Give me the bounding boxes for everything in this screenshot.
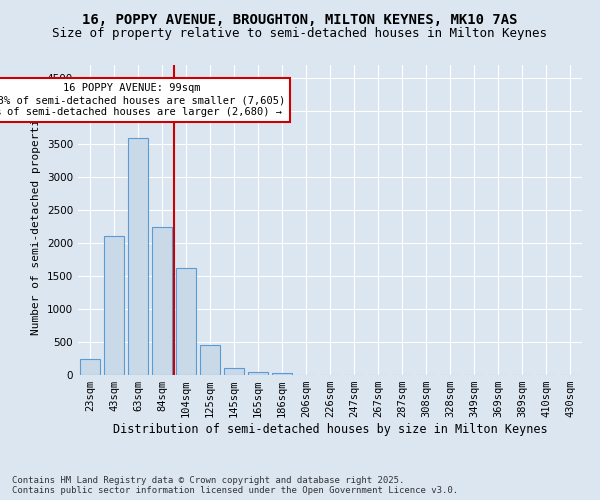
Bar bbox=[80, 358, 100, 375]
Y-axis label: Number of semi-detached properties: Number of semi-detached properties bbox=[31, 106, 41, 335]
Text: Contains public sector information licensed under the Open Government Licence v3: Contains public sector information licen… bbox=[12, 486, 458, 495]
Text: Size of property relative to semi-detached houses in Milton Keynes: Size of property relative to semi-detach… bbox=[53, 28, 548, 40]
X-axis label: Distribution of semi-detached houses by size in Milton Keynes: Distribution of semi-detached houses by … bbox=[113, 423, 547, 436]
Bar bbox=[128, 138, 148, 375]
Bar bbox=[224, 368, 244, 375]
Bar bbox=[176, 268, 196, 375]
Bar bbox=[104, 236, 124, 375]
Bar bbox=[272, 373, 292, 375]
Bar bbox=[200, 346, 220, 375]
Bar bbox=[152, 226, 172, 375]
Bar bbox=[248, 372, 268, 375]
Text: 16, POPPY AVENUE, BROUGHTON, MILTON KEYNES, MK10 7AS: 16, POPPY AVENUE, BROUGHTON, MILTON KEYN… bbox=[82, 12, 518, 26]
Text: 16 POPPY AVENUE: 99sqm
← 73% of semi-detached houses are smaller (7,605)
26% of : 16 POPPY AVENUE: 99sqm ← 73% of semi-det… bbox=[0, 84, 285, 116]
Text: Contains HM Land Registry data © Crown copyright and database right 2025.: Contains HM Land Registry data © Crown c… bbox=[12, 476, 404, 485]
